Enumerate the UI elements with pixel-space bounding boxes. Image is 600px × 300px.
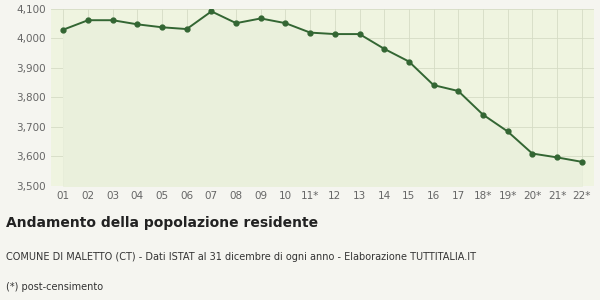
Text: COMUNE DI MALETTO (CT) - Dati ISTAT al 31 dicembre di ogni anno - Elaborazione T: COMUNE DI MALETTO (CT) - Dati ISTAT al 3… — [6, 252, 476, 262]
Text: Andamento della popolazione residente: Andamento della popolazione residente — [6, 216, 318, 230]
Text: (*) post-censimento: (*) post-censimento — [6, 282, 103, 292]
